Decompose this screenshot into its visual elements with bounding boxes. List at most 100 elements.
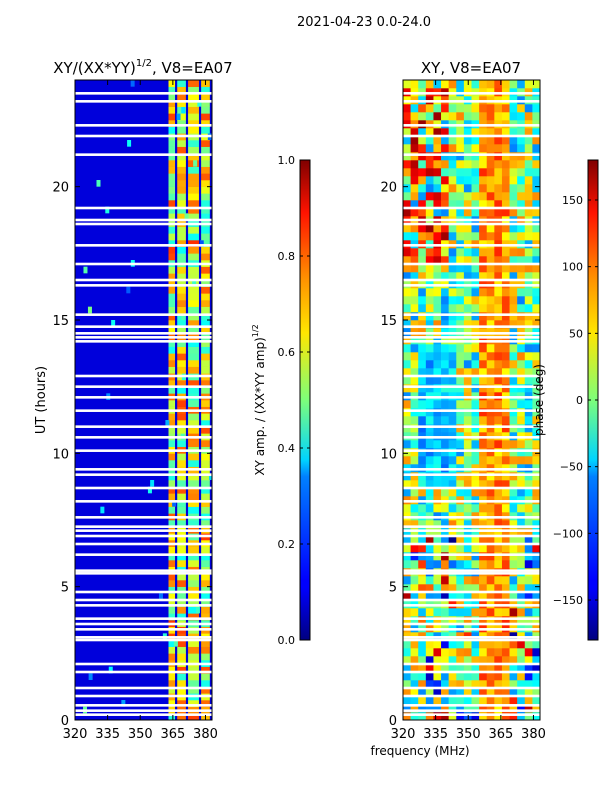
heatmap-cell: [524, 224, 533, 233]
heatmap-cell: [441, 224, 449, 233]
heatmap-cell: [456, 528, 465, 537]
heatmap-cell: [486, 272, 495, 281]
heatmap-cell: [410, 184, 419, 193]
heatmap-cell: [486, 256, 495, 265]
flagged-row: [75, 569, 212, 572]
heatmap-cell: [479, 352, 488, 361]
heatmap-cell: [410, 320, 419, 329]
colorbar-tick-label: 0.0: [278, 634, 296, 647]
heatmap-cell: [501, 552, 510, 561]
heatmap-cell: [201, 126, 210, 134]
heatmap-cell: [201, 586, 210, 594]
heatmap-cell: [471, 616, 480, 625]
heatmap-cell: [188, 173, 199, 181]
heatmap-cell: [168, 400, 176, 407]
heatmap-cell: [188, 700, 199, 707]
heatmap-cell: [177, 213, 186, 221]
heatmap-cell: [501, 200, 510, 209]
heatmap-cell: [403, 144, 411, 153]
heatmap-cell: [201, 173, 210, 181]
heatmap-cell: [501, 184, 510, 193]
heatmap-cell: [494, 592, 503, 601]
heatmap-cell: [501, 504, 510, 513]
heatmap-cell: [410, 264, 419, 273]
heatmap-cell: [441, 184, 449, 193]
heatmap-cell: [418, 696, 427, 705]
heatmap-cell: [501, 152, 510, 161]
heatmap-cell: [188, 546, 199, 554]
heatmap-cell: [425, 440, 434, 449]
heatmap-cell: [509, 368, 518, 377]
flagged-row: [403, 534, 540, 538]
heatmap-cell: [486, 128, 495, 137]
heatmap-cell: [494, 576, 503, 585]
heatmap-cell: [188, 473, 199, 481]
heatmap-cell: [524, 200, 533, 209]
heatmap-cell: [177, 366, 186, 374]
heatmap-cell: [410, 672, 419, 681]
heatmap-cell: [463, 200, 472, 209]
heatmap-cell: [410, 576, 419, 585]
heatmap-cell: [425, 288, 434, 297]
heatmap-cell: [486, 520, 495, 529]
heatmap-cell: [471, 232, 480, 241]
heatmap-cell: [425, 560, 434, 569]
flagged-row: [403, 374, 540, 378]
heatmap-cell: [532, 528, 540, 537]
heatmap-cell: [168, 646, 176, 654]
heatmap-cell: [456, 560, 465, 569]
heatmap-cell: [188, 126, 199, 134]
heatmap-cell: [532, 384, 540, 393]
heatmap-cell: [456, 488, 465, 497]
heatmap-cell: [494, 680, 503, 689]
heatmap-cell: [471, 688, 480, 697]
heatmap-cell: [181, 313, 186, 320]
flagged-row: [403, 336, 540, 339]
heatmap-cell: [433, 136, 442, 145]
heatmap-cell: [501, 168, 510, 177]
heatmap-cell: [463, 136, 472, 145]
heatmap-cell: [509, 712, 518, 720]
heatmap-cell: [463, 104, 472, 113]
heatmap-cell: [456, 536, 465, 545]
heatmap-cell: [509, 648, 518, 657]
heatmap-cell: [494, 520, 503, 529]
heatmap-cell: [441, 208, 449, 217]
flagged-row: [403, 709, 540, 712]
heatmap-cell: [486, 368, 495, 377]
heatmap-cell: [418, 376, 427, 385]
heatmap-cell: [532, 536, 540, 545]
heatmap-cell: [448, 376, 457, 385]
heatmap-cell: [177, 253, 186, 261]
heatmap-cell: [448, 504, 457, 513]
heatmap-cell: [479, 184, 488, 193]
heatmap-cell: [509, 208, 518, 217]
x-tick-label: 320: [63, 727, 88, 742]
heatmap-cell: [201, 273, 210, 281]
heatmap-cell: [433, 144, 442, 153]
flagged-row: [403, 409, 540, 412]
heatmap-cell: [486, 576, 495, 585]
heatmap-cell: [509, 576, 518, 585]
heatmap-cell: [456, 112, 465, 121]
heatmap-cell: [532, 160, 540, 169]
heatmap-cell: [441, 672, 449, 681]
flagged-row: [75, 525, 212, 528]
heatmap-cell: [471, 560, 480, 569]
heatmap-cell: [403, 584, 411, 593]
y-tick-label: 10: [52, 447, 69, 462]
heatmap-cell: [410, 256, 419, 265]
heatmap-cell: [479, 592, 488, 601]
heatmap-cell: [517, 608, 526, 617]
heatmap-cell: [403, 648, 411, 657]
heatmap-cell: [410, 552, 419, 561]
heatmap-cell: [501, 456, 510, 465]
heatmap-cell: [111, 320, 116, 327]
heatmap-cell: [486, 80, 495, 89]
heatmap-cell: [494, 304, 503, 313]
flagged-row: [403, 436, 540, 439]
heatmap-cell: [463, 520, 472, 529]
heatmap-cell: [410, 360, 419, 369]
heatmap-cell: [463, 472, 472, 481]
heatmap-cell: [448, 152, 457, 161]
